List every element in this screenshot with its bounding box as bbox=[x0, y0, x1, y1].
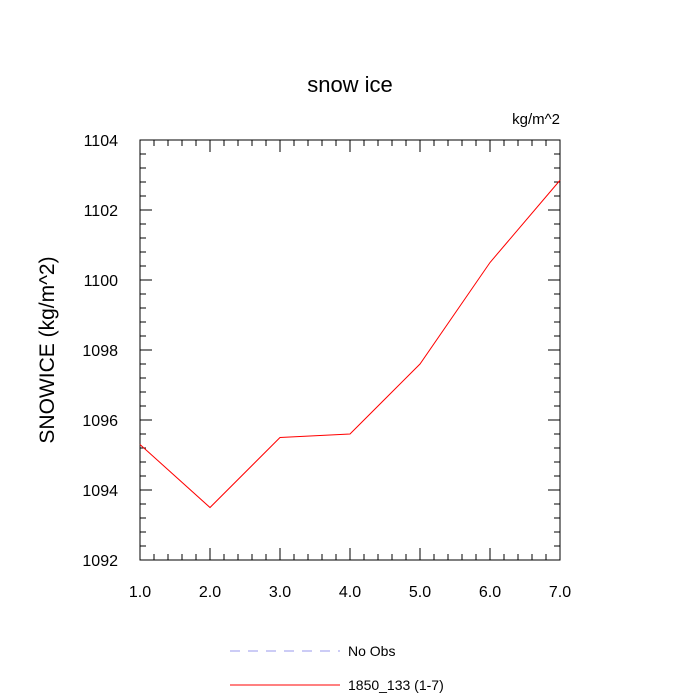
plot-area: 1.0 2.0 3.0 4.0 5.0 6.0 7.0 1092 1094 1096 1098 110… bbox=[82, 133, 571, 601]
legend-label: 1850_133 (1-7) bbox=[348, 677, 444, 693]
x-tick-label: 5.0 bbox=[409, 584, 431, 601]
x-tick-label: 2.0 bbox=[199, 584, 221, 601]
units-label: kg/m^2 bbox=[512, 111, 560, 128]
x-tick-label: 3.0 bbox=[269, 584, 291, 601]
y-axis-label: SNOWICE (kg/m^2) bbox=[36, 256, 59, 443]
y-tick-label: 1096 bbox=[82, 413, 118, 430]
series-line bbox=[139, 179, 561, 509]
x-tick-label: 6.0 bbox=[479, 584, 501, 601]
y-tick-label: 1104 bbox=[84, 133, 119, 150]
y-tick-label: 1092 bbox=[82, 553, 118, 570]
x-tick-label: 1.0 bbox=[129, 584, 151, 601]
x-tick-label: 4.0 bbox=[339, 584, 361, 601]
y-tick-label: 1100 bbox=[84, 273, 119, 290]
plot-frame bbox=[139, 139, 561, 561]
legend: No Obs 1850_133 (1-7) bbox=[230, 643, 444, 693]
y-tick-label: 1098 bbox=[82, 343, 118, 360]
y-tick-label: 1102 bbox=[84, 203, 119, 220]
x-tick-label: 7.0 bbox=[549, 584, 571, 601]
chart-title: snow ice bbox=[307, 72, 393, 97]
y-tick-label: 1094 bbox=[82, 483, 118, 500]
legend-label: No Obs bbox=[348, 643, 395, 659]
